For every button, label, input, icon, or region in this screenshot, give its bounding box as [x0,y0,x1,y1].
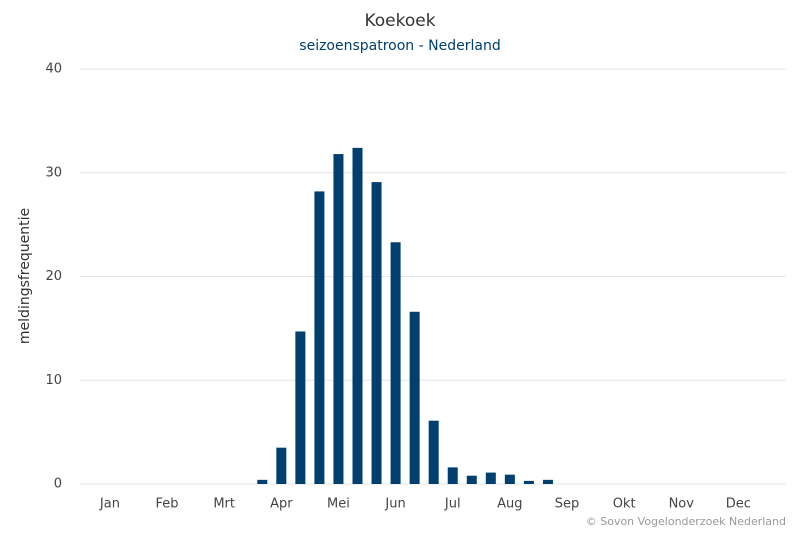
y-tick-label: 40 [45,62,62,77]
x-tick-label: Apr [270,497,293,512]
bar [466,475,477,484]
y-tick-label: 10 [45,373,62,388]
x-tick-label: Dec [726,497,751,512]
x-tick-label: Nov [669,497,695,512]
bar [447,467,458,484]
bar [276,447,287,484]
x-tick-label: Okt [613,497,636,512]
x-tick-label: Jan [99,497,120,512]
chart-subtitle: seizoenspatroon - Nederland [299,38,500,54]
bar [333,154,344,484]
bar [428,420,439,484]
x-tick-label: Mrt [213,497,235,512]
y-tick-label: 30 [45,165,62,180]
bar [542,479,553,484]
bar [523,480,534,484]
chart-title: Koekoek [364,11,435,31]
x-tick-label: Jul [444,497,461,512]
credits: © Sovon Vogelonderzoek Nederland [586,515,786,528]
bar [409,311,420,484]
x-tick-label: Mei [327,497,350,512]
x-tick-label: Feb [156,497,179,512]
bar [257,479,268,484]
y-tick-label: 20 [45,269,62,284]
y-tick-label: 0 [54,477,62,492]
bar [371,182,382,484]
bar [390,242,401,484]
bar [314,191,325,485]
x-tick-label: Jun [384,497,405,512]
bar [352,147,363,484]
bar [504,474,515,484]
y-axis-title: meldingsfrequentie [17,208,33,344]
bar [295,331,306,484]
x-tick-label: Aug [497,497,522,512]
bar [485,472,496,484]
x-tick-label: Sep [555,497,580,512]
